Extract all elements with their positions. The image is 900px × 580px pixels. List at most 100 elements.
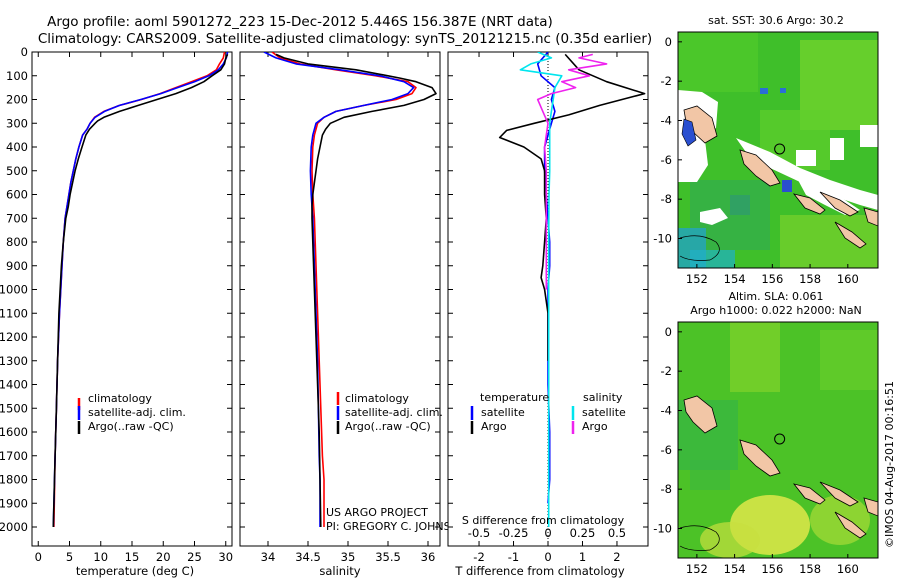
- series-salinity-satellite: [519, 52, 563, 527]
- y-tick-label: 100: [6, 69, 28, 83]
- x-tick-label: 0: [544, 550, 551, 564]
- legend-satellite-label: satellite-adj. clim.: [88, 406, 186, 419]
- y-tick-label: 500: [6, 164, 28, 178]
- sla-map-field: [678, 322, 878, 558]
- y-tick-label: 400: [6, 140, 28, 154]
- x2-tick-label: -0.25: [499, 526, 529, 540]
- temperature-legend: climatology satellite-adj. clim. Argo(..…: [77, 392, 186, 434]
- map-y-tick-label: 0: [665, 325, 672, 339]
- x-tick-label: 0: [35, 550, 42, 564]
- map-y-tick-label: 0: [665, 35, 672, 49]
- salinity-xlabel: salinity: [319, 564, 360, 578]
- credit-pi: PI: GREGORY C. JOHNSON: [326, 520, 467, 533]
- map-x-tick-label: 160: [837, 272, 859, 286]
- x-tick-label: -2: [473, 550, 484, 564]
- y-tick-label: 900: [6, 259, 28, 273]
- temperature-plot-frame: [31, 51, 233, 547]
- salinity-panel: 34 34.5 35 35.5 36 climatology satellite-adj…: [239, 51, 467, 578]
- map-y-tick-label: -2: [661, 74, 672, 88]
- x-tick-label: 35.5: [375, 550, 401, 564]
- legend-temp-satellite-label: satellite: [481, 406, 525, 419]
- difference-temperature-xlabel: T difference from climatology: [454, 564, 625, 578]
- sst-argo-location-marker: [774, 143, 786, 155]
- sla-argo-location-marker: [774, 433, 786, 445]
- map-x-tick-label: 154: [724, 272, 746, 286]
- difference-panel: -2 -1 0 1 2 -0.5 -0.25 0 0.25 0.5 temperature sal…: [447, 51, 649, 578]
- y-tick-label: 1800: [0, 473, 28, 487]
- timestamp-label: ©IMOS 04-Aug-2017 00:16:51: [883, 381, 896, 548]
- map-x-tick-label: 156: [761, 562, 783, 576]
- y-tick-label: 200: [6, 93, 28, 107]
- legend-sal-argo-label: Argo: [582, 420, 608, 433]
- x-tick-label: 1: [579, 550, 586, 564]
- salinity-plot-frame: [239, 51, 441, 547]
- map-x-tick-label: 152: [686, 562, 708, 576]
- x-tick-label: 5: [66, 550, 73, 564]
- temperature-xlabel: temperature (deg C): [76, 564, 194, 578]
- x2-tick-label: 0.25: [570, 526, 596, 540]
- x2-tick-label: -0.5: [468, 526, 490, 540]
- map-x-tick-label: 158: [799, 562, 821, 576]
- temperature-axes: 0 5 10 15 20 25 300100200300400500600700800900…: [0, 45, 233, 564]
- y-tick-label: 300: [6, 116, 28, 130]
- y-tick-label: 1000: [0, 283, 28, 297]
- sst-map-field: [678, 32, 878, 268]
- x-tick-label: 34.5: [295, 550, 321, 564]
- map-y-tick-label: -6: [661, 443, 672, 457]
- map-x-tick-label: 160: [837, 562, 859, 576]
- figure-title-line2: Climatology: CARS2009. Satellite-adjuste…: [38, 31, 652, 47]
- sla-map-frame: [677, 321, 879, 559]
- sla-map-panel: Altim. SLA: 0.061 Argo h1000: 0.022 h200…: [653, 290, 879, 576]
- y-tick-label: 700: [6, 211, 28, 225]
- legend-climatology-label: climatology: [88, 392, 152, 405]
- y-tick-label: 2000: [0, 520, 28, 534]
- x-tick-label: 2: [613, 550, 620, 564]
- temperature-panel: 0 5 10 15 20 25 300100200300400500600700800900…: [0, 45, 233, 578]
- salinity-series: [263, 52, 437, 528]
- legend-salinity-heading: salinity: [583, 391, 623, 404]
- series-argo-raw-qc: [275, 53, 437, 528]
- x-tick-label: 25: [187, 550, 202, 564]
- x2-tick-label: 0: [544, 526, 551, 540]
- credit-project: US ARGO PROJECT: [326, 506, 428, 519]
- y-tick-label: 1500: [0, 401, 28, 415]
- map-y-tick-label: -6: [661, 153, 672, 167]
- legend-temperature-heading: temperature: [480, 391, 549, 404]
- x-tick-label: 30: [218, 550, 233, 564]
- legend-climatology-label: climatology: [345, 392, 409, 405]
- map-y-tick-label: -10: [653, 522, 672, 536]
- map-y-tick-label: -10: [653, 232, 672, 246]
- x-tick-label: -1: [508, 550, 519, 564]
- x2-tick-label: 0.5: [608, 526, 626, 540]
- y-tick-label: 1900: [0, 496, 28, 510]
- series-salinity-argo: [536, 53, 608, 290]
- x-tick-label: 20: [156, 550, 171, 564]
- x-tick-label: 35: [341, 550, 356, 564]
- y-tick-label: 1100: [0, 306, 28, 320]
- map-x-tick-label: 158: [799, 272, 821, 286]
- y-tick-label: 0: [21, 45, 28, 59]
- legend-temp-argo-label: Argo: [481, 420, 507, 433]
- y-tick-label: 600: [6, 188, 28, 202]
- sst-map-frame: [677, 31, 879, 269]
- map-y-tick-label: -4: [661, 404, 672, 418]
- map-y-tick-label: -4: [661, 114, 672, 128]
- y-tick-label: 800: [6, 235, 28, 249]
- x-tick-label: 36: [421, 550, 436, 564]
- y-tick-label: 1400: [0, 378, 28, 392]
- temperature-series: [52, 52, 229, 528]
- y-tick-label: 1300: [0, 354, 28, 368]
- sla-map-title2: Argo h1000: 0.022 h2000: NaN: [690, 304, 862, 317]
- series-argo-raw-qc: [52, 54, 229, 528]
- legend-satellite-label: satellite-adj. clim.: [345, 406, 443, 419]
- x-tick-label: 15: [125, 550, 140, 564]
- map-y-tick-label: -8: [661, 192, 672, 206]
- sst-map-title: sat. SST: 30.6 Argo: 30.2: [708, 14, 844, 27]
- legend-argo-label: Argo(..raw -QC): [345, 420, 431, 433]
- salinity-axes: 34 34.5 35 35.5 36: [240, 51, 440, 564]
- map-x-tick-label: 154: [724, 562, 746, 576]
- y-tick-label: 1600: [0, 425, 28, 439]
- x-tick-label: 10: [93, 550, 108, 564]
- difference-legend: temperature salinity satellite Argo sate…: [470, 391, 626, 434]
